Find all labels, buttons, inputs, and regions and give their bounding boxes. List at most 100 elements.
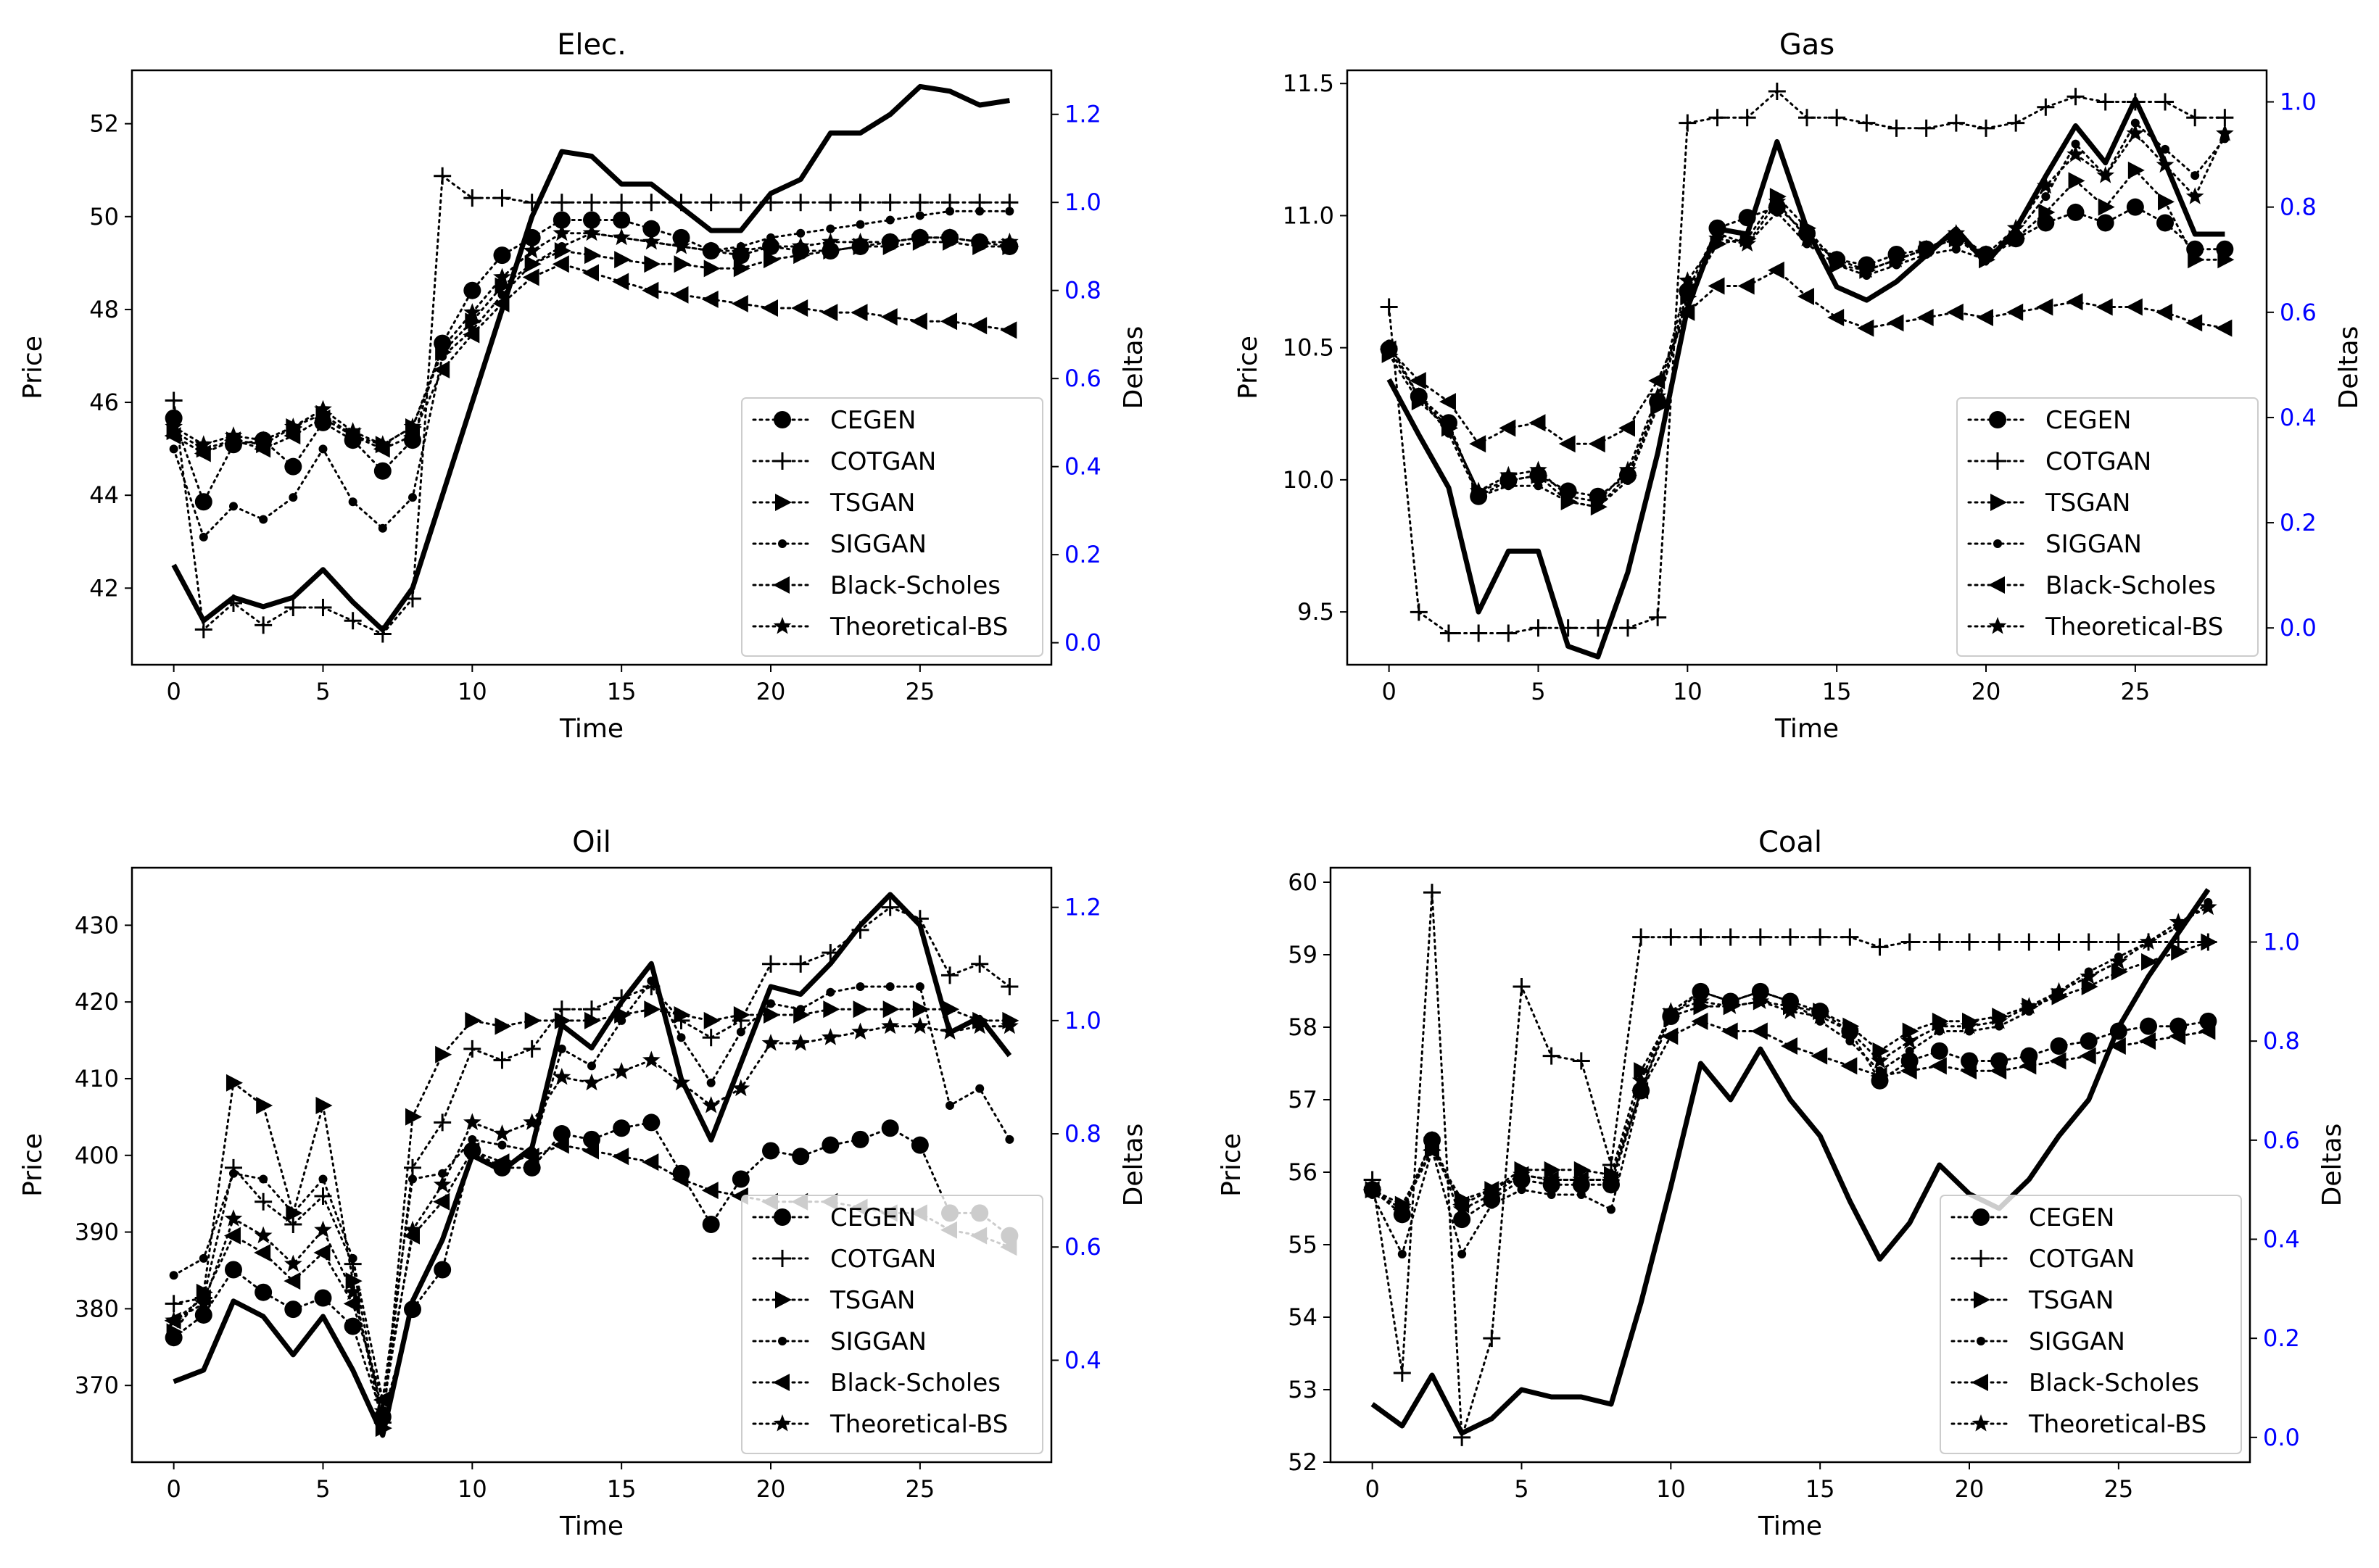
data-point-black-scholes xyxy=(1946,303,1964,321)
data-point-cotgan xyxy=(2216,109,2234,127)
axes-frame xyxy=(1329,866,2251,1464)
data-point-theoretical-bs xyxy=(612,1062,631,1079)
data-point-black-scholes xyxy=(1721,1022,1738,1040)
y-tick-label: 400 xyxy=(75,1142,119,1169)
legend-label: CEGEN xyxy=(830,406,917,435)
legend-label: TSGAN xyxy=(829,1286,915,1315)
data-point-black-scholes xyxy=(1558,435,1576,453)
data-point-black-scholes xyxy=(1857,319,1874,337)
legend-marker-cegen xyxy=(1972,1208,1990,1226)
data-point-theoretical-bs xyxy=(1708,229,1726,246)
data-point-siggan xyxy=(2041,192,2051,202)
data-point-siggan xyxy=(587,1061,596,1071)
legend-label: Theoretical-BS xyxy=(2028,1410,2206,1439)
legend-label: TSGAN xyxy=(2045,489,2130,518)
legend-item-cotgan: COTGAN xyxy=(1950,1245,2135,1274)
data-point-cotgan xyxy=(1871,938,1889,956)
data-point-theoretical-bs xyxy=(582,223,601,241)
legend-item-cotgan: COTGAN xyxy=(752,447,936,476)
data-point-cegen xyxy=(911,1136,929,1154)
y2-tick-label: 1.2 xyxy=(1064,101,1101,128)
y2-tick-label: 0.0 xyxy=(2280,614,2317,642)
data-point-theoretical-bs xyxy=(1559,486,1577,505)
data-point-cotgan xyxy=(2037,98,2055,116)
legend-label: SIGGAN xyxy=(2029,1327,2125,1356)
price-line xyxy=(1370,888,2211,1436)
data-point-theoretical-bs xyxy=(224,426,243,444)
data-point-cotgan xyxy=(1841,928,1859,946)
y-tick-label: 56 xyxy=(1288,1158,1317,1186)
data-point-theoretical-bs xyxy=(1917,239,1935,257)
y-tick-label: 10.5 xyxy=(1283,334,1334,362)
data-point-black-scholes xyxy=(1977,309,1994,327)
legend-item-black-scholes: Black-Scholes xyxy=(752,1369,1001,1398)
chart-panel-oil: Oil 0 5 10 15 20 25 370 380 390 400 410 420 430 0.4 0.6… xyxy=(18,826,1149,1541)
data-point-tsgan xyxy=(1634,1062,1651,1080)
data-point-theoretical-bs xyxy=(672,237,690,254)
data-point-cegen xyxy=(463,281,481,299)
data-point-black-scholes xyxy=(254,1244,271,1262)
legend-label: TSGAN xyxy=(2028,1286,2114,1315)
data-point-cotgan xyxy=(1917,119,1935,137)
data-point-theoretical-bs xyxy=(463,303,481,320)
data-point-cotgan xyxy=(1483,1330,1501,1348)
x-tick-label: 20 xyxy=(756,1475,786,1503)
data-point-cotgan xyxy=(792,955,810,973)
data-point-black-scholes xyxy=(313,1244,331,1262)
data-point-theoretical-bs xyxy=(642,232,661,250)
data-point-cegen xyxy=(583,211,600,229)
data-point-tsgan xyxy=(2188,251,2205,269)
x-axis-label: Time xyxy=(559,714,624,744)
data-point-theoretical-bs xyxy=(970,232,989,250)
data-point-theoretical-bs xyxy=(194,435,213,452)
data-point-cegen xyxy=(344,1317,362,1335)
data-point-theoretical-bs xyxy=(642,1050,661,1068)
data-point-black-scholes xyxy=(1618,419,1635,437)
data-point-black-scholes xyxy=(851,304,868,322)
data-point-siggan xyxy=(706,1078,716,1087)
data-point-black-scholes xyxy=(284,1272,301,1290)
legend-marker-tsgan xyxy=(1990,494,2007,511)
data-point-siggan xyxy=(199,1253,208,1263)
plot-area xyxy=(1379,83,2235,660)
chart-panel-elec: Elec. 0 5 10 15 20 25 42 44 46 48 50 52 0.0 0.2 0.4 0.6 0… xyxy=(18,28,1149,744)
data-point-black-scholes xyxy=(821,304,838,322)
legend-label: Black-Scholes xyxy=(830,1369,1001,1398)
data-point-tsgan xyxy=(614,251,632,269)
x-axis-label: Time xyxy=(559,1511,624,1541)
data-point-theoretical-bs xyxy=(1797,229,1816,246)
y-tick-label: 11.5 xyxy=(1283,70,1334,97)
data-point-siggan xyxy=(2161,144,2170,154)
y-tick-label: 44 xyxy=(89,481,119,509)
legend-item-black-scholes: Black-Scholes xyxy=(1950,1369,2199,1398)
data-point-theoretical-bs xyxy=(612,228,631,246)
data-point-tsgan xyxy=(584,1011,601,1029)
data-point-black-scholes xyxy=(1870,1067,1887,1084)
data-point-cegen xyxy=(255,1283,273,1301)
data-point-tsgan xyxy=(2098,198,2115,216)
legend-label: SIGGAN xyxy=(2045,530,2142,559)
y2-tick-label: 0.0 xyxy=(2263,1424,2300,1451)
y-axis-label: Price xyxy=(18,336,48,399)
data-point-cotgan xyxy=(2066,88,2085,106)
data-point-black-scholes xyxy=(642,1153,659,1171)
data-point-theoretical-bs xyxy=(1423,1130,1441,1148)
data-point-tsgan xyxy=(674,1006,691,1024)
data-point-theoretical-bs xyxy=(493,267,511,285)
data-point-siggan xyxy=(766,999,776,1008)
data-point-cotgan xyxy=(1529,619,1547,637)
data-point-siggan xyxy=(1623,476,1632,486)
data-point-tsgan xyxy=(524,1011,542,1029)
data-point-siggan xyxy=(796,228,806,238)
data-point-cegen xyxy=(224,1261,242,1279)
data-point-siggan xyxy=(1547,1190,1556,1199)
data-point-cotgan xyxy=(2020,933,2038,951)
data-point-theoretical-bs xyxy=(1380,339,1398,357)
data-point-cotgan xyxy=(523,1040,541,1058)
y2-tick-label: 1.0 xyxy=(2280,88,2317,116)
legend-item-theoretical-bs: Theoretical-BS xyxy=(1950,1410,2206,1439)
data-point-tsgan xyxy=(315,1097,333,1114)
data-point-cotgan xyxy=(881,898,899,916)
data-point-cotgan xyxy=(434,167,452,185)
axes-frame xyxy=(1346,69,2268,666)
